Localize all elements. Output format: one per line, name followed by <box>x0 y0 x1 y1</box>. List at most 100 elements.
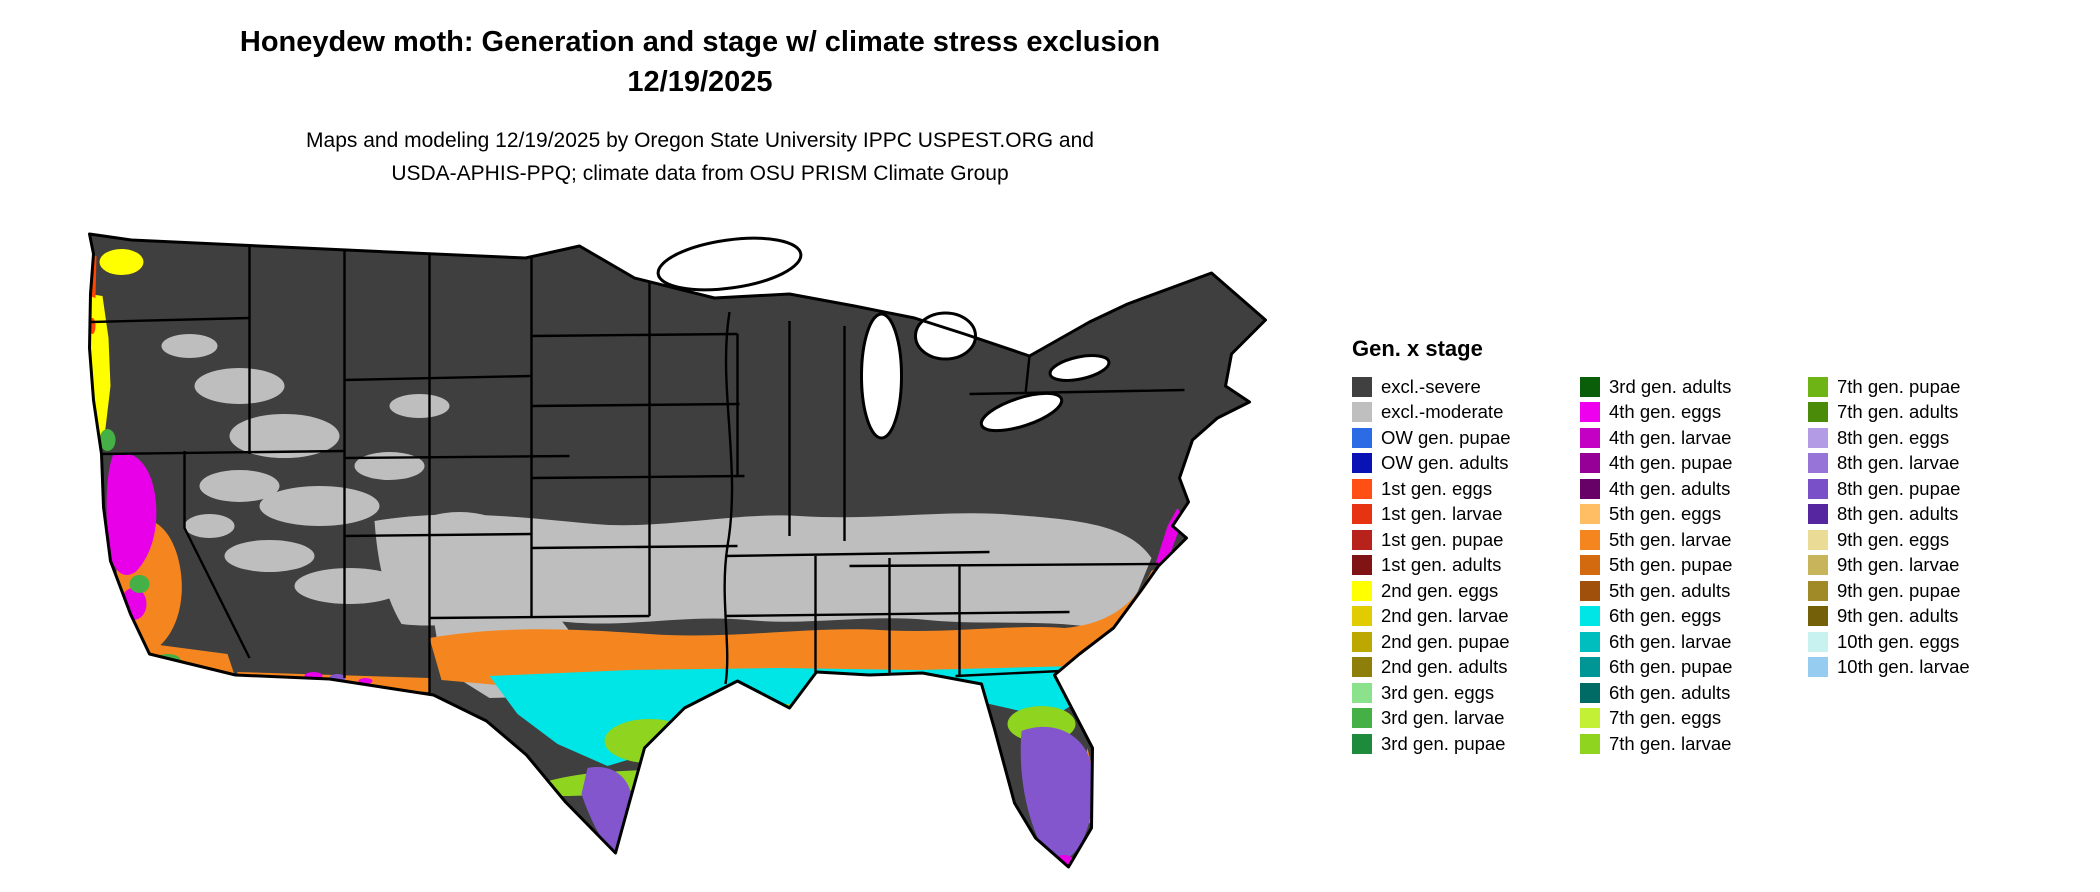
legend-swatch <box>1808 657 1828 678</box>
legend-column: 7th gen. pupae 7th gen. adults 8th gen. eg… <box>1808 374 1970 757</box>
map-region-gen8 <box>329 674 1094 861</box>
legend-label: 9th gen. larvae <box>1837 554 1960 576</box>
legend-swatch <box>1352 427 1372 448</box>
legend-item: 4th gen. pupae <box>1580 451 1784 477</box>
map-title-date: 12/19/2025 <box>627 66 773 98</box>
legend-swatch <box>1352 555 1372 576</box>
legend-item: 5th gen. larvae <box>1580 527 1784 553</box>
legend-label: 4th gen. eggs <box>1609 401 1722 423</box>
us-outline <box>88 232 1267 869</box>
legend-label: 6th gen. eggs <box>1609 605 1722 627</box>
legend-item: 7th gen. larvae <box>1580 731 1784 757</box>
legend-swatch <box>1352 529 1372 550</box>
legend-item: 9th gen. pupae <box>1808 578 1970 604</box>
map-area <box>88 226 1276 886</box>
legend-label: 8th gen. eggs <box>1837 426 1950 448</box>
legend-item: 10th gen. eggs <box>1808 629 1970 655</box>
legend-label: 1st gen. eggs <box>1381 477 1493 499</box>
legend-swatch <box>1808 555 1828 576</box>
legend-label: 9th gen. adults <box>1837 605 1959 627</box>
legend-item: 8th gen. larvae <box>1808 451 1970 477</box>
legend-column: 3rd gen. adults 4th gen. eggs 4th gen. lar… <box>1580 374 1784 757</box>
legend-label: 5th gen. larvae <box>1609 528 1732 550</box>
legend-item: 2nd gen. adults <box>1352 655 1556 681</box>
legend-swatch <box>1580 453 1600 474</box>
legend-item: 3rd gen. eggs <box>1352 680 1556 706</box>
legend-swatch <box>1580 529 1600 550</box>
legend-item: 2nd gen. eggs <box>1352 578 1556 604</box>
legend-label: 8th gen. pupae <box>1837 477 1961 499</box>
legend-swatch <box>1352 478 1372 499</box>
legend-label: 5th gen. pupae <box>1609 554 1733 576</box>
legend-swatch <box>1352 580 1372 601</box>
legend-label: 7th gen. adults <box>1837 401 1959 423</box>
legend-item: 9th gen. eggs <box>1808 527 1970 553</box>
legend-item: 5th gen. pupae <box>1580 553 1784 579</box>
legend-label: 1st gen. pupae <box>1381 528 1504 550</box>
legend-label: 7th gen. pupae <box>1837 375 1961 397</box>
legend-item: 4th gen. larvae <box>1580 425 1784 451</box>
legend-swatch <box>1352 631 1372 652</box>
legend-label: 3rd gen. eggs <box>1381 681 1495 703</box>
legend-label: 2nd gen. eggs <box>1381 579 1499 601</box>
legend-swatch <box>1352 606 1372 627</box>
legend-swatch <box>1808 606 1828 627</box>
legend-swatch <box>1580 580 1600 601</box>
us-map <box>88 232 1267 869</box>
legend-swatch <box>1580 631 1600 652</box>
legend-item: 8th gen. eggs <box>1808 425 1970 451</box>
legend-label: 3rd gen. adults <box>1609 375 1732 397</box>
legend-swatch <box>1808 402 1828 423</box>
legend-item: 6th gen. adults <box>1580 680 1784 706</box>
lake-ontario <box>1048 354 1111 382</box>
title-block: Honeydew moth: Generation and stage w/ c… <box>0 22 1400 190</box>
legend-swatch <box>1580 733 1600 754</box>
legend-label: 4th gen. adults <box>1609 477 1731 499</box>
legend-swatch <box>1580 402 1600 423</box>
legend-item: 3rd gen. pupae <box>1352 731 1556 757</box>
legend-item: excl.-severe <box>1352 374 1556 400</box>
map-region-excl-moderate <box>161 334 1152 698</box>
legend-item: 2nd gen. pupae <box>1352 629 1556 655</box>
legend-item: 1st gen. pupae <box>1352 527 1556 553</box>
legend-swatch <box>1352 708 1372 729</box>
legend-item: 10th gen. larvae <box>1808 655 1970 681</box>
legend-label: 2nd gen. larvae <box>1381 605 1509 627</box>
legend-swatch <box>1580 708 1600 729</box>
legend-item: 4th gen. eggs <box>1580 400 1784 426</box>
legend-swatch <box>1352 657 1372 678</box>
legend-label: OW gen. adults <box>1381 452 1509 474</box>
legend-label: 3rd gen. larvae <box>1381 707 1505 729</box>
map-subtitle-line2: USDA-APHIS-PPQ; climate data from OSU PR… <box>391 162 1009 185</box>
legend-label: 4th gen. larvae <box>1609 426 1732 448</box>
state-borders <box>91 244 1185 694</box>
legend-swatch <box>1580 504 1600 525</box>
legend-label: 1st gen. larvae <box>1381 503 1503 525</box>
legend-item: 1st gen. eggs <box>1352 476 1556 502</box>
legend-column: excl.-severe excl.-moderate OW gen. pupae O… <box>1352 374 1556 757</box>
legend-label: 5th gen. eggs <box>1609 503 1722 525</box>
lake-erie <box>979 391 1064 433</box>
legend-title: Gen. x stage <box>1352 336 1483 361</box>
legend-swatch <box>1808 427 1828 448</box>
legend-label: 10th gen. eggs <box>1837 630 1960 652</box>
legend-swatch <box>1580 657 1600 678</box>
lake-superior <box>656 236 803 292</box>
legend-item: 7th gen. adults <box>1808 400 1970 426</box>
legend-label: 8th gen. larvae <box>1837 452 1960 474</box>
great-lakes <box>656 236 1111 440</box>
legend-item: 6th gen. eggs <box>1580 604 1784 630</box>
legend-swatch <box>1352 733 1372 754</box>
legend-label: 2nd gen. adults <box>1381 656 1508 678</box>
legend-item: OW gen. pupae <box>1352 425 1556 451</box>
legend-item: 3rd gen. larvae <box>1352 706 1556 732</box>
legend-swatch <box>1808 453 1828 474</box>
legend-swatch <box>1352 682 1372 703</box>
legend-columns: excl.-severe excl.-moderate OW gen. pupae O… <box>1352 374 1970 757</box>
legend-item: 7th gen. eggs <box>1580 706 1784 732</box>
legend-item: 6th gen. pupae <box>1580 655 1784 681</box>
legend-item: 7th gen. pupae <box>1808 374 1970 400</box>
legend-swatch <box>1808 631 1828 652</box>
legend-label: 1st gen. adults <box>1381 554 1502 576</box>
